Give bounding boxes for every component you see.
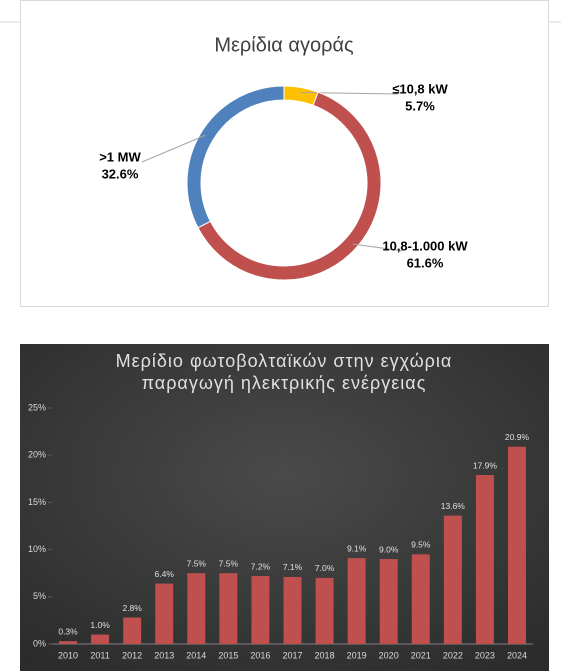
chart-title: παραγωγή ηλεκτρικής ενέργειας xyxy=(142,373,427,393)
data-label: 9.1% xyxy=(347,543,367,553)
x-tick-label: 2019 xyxy=(347,650,367,660)
bar xyxy=(443,515,462,644)
data-label: 32.6% xyxy=(102,166,139,181)
y-tick-label: 5% xyxy=(33,591,46,601)
donut-chart: Μερίδια αγοράς ≤10,8 kW 5.7% 10,8-1.000 kW… xyxy=(0,0,561,307)
x-tick-label: 2014 xyxy=(186,650,206,660)
x-tick-label: 2021 xyxy=(411,650,431,660)
chart-title: Μερίδιο φωτοβολταϊκών στην εγχώρια xyxy=(116,351,453,371)
data-label: 5.7% xyxy=(405,98,435,113)
bar xyxy=(219,573,238,644)
data-label: 7.2% xyxy=(251,561,271,571)
x-tick-label: 2017 xyxy=(282,650,302,660)
legend-label: 10,8-1.000 kW xyxy=(382,238,468,253)
bar xyxy=(59,641,78,644)
bar xyxy=(123,617,142,644)
data-label: 7.5% xyxy=(187,558,207,568)
data-label: 61.6% xyxy=(407,255,444,270)
bar xyxy=(507,446,526,644)
bar xyxy=(91,634,110,644)
data-label: 0.3% xyxy=(58,626,78,636)
y-tick-label: 10% xyxy=(28,544,46,554)
bar xyxy=(155,583,174,644)
donut-segment xyxy=(186,85,285,229)
data-label: 6.4% xyxy=(155,569,175,579)
bar xyxy=(475,475,494,644)
x-tick-label: 2010 xyxy=(58,650,78,660)
x-tick-label: 2016 xyxy=(250,650,270,660)
legend-label: ≤10,8 kW xyxy=(392,81,448,96)
leader-line xyxy=(352,243,404,252)
data-label: 2.8% xyxy=(122,603,142,613)
legend-label: >1 MW xyxy=(99,149,141,164)
data-label: 20.9% xyxy=(505,432,530,442)
x-tick-label: 2012 xyxy=(122,650,142,660)
bar xyxy=(315,577,334,644)
y-tick-label: 0% xyxy=(33,638,46,648)
leader-line xyxy=(300,91,399,95)
data-label: 7.0% xyxy=(315,563,335,573)
bar xyxy=(411,554,430,644)
data-label: 7.1% xyxy=(283,562,303,572)
x-tick-label: 2015 xyxy=(218,650,238,660)
x-tick-label: 2013 xyxy=(154,650,174,660)
x-tick-label: 2024 xyxy=(507,650,527,660)
bar xyxy=(187,573,206,644)
y-tick-label: 20% xyxy=(28,450,46,460)
x-tick-label: 2011 xyxy=(90,650,109,660)
x-tick-label: 2018 xyxy=(315,650,335,660)
bar-chart: Μερίδιο φωτοβολταϊκών στην εγχώρια παραγ… xyxy=(20,344,549,671)
bar xyxy=(251,576,270,644)
data-label: 7.5% xyxy=(219,558,239,568)
chart-frame xyxy=(20,0,549,307)
bar xyxy=(347,558,366,644)
x-tick-label: 2022 xyxy=(443,650,463,660)
data-label: 9.5% xyxy=(411,540,431,550)
data-label: 9.0% xyxy=(379,544,399,554)
data-label: 17.9% xyxy=(473,460,498,470)
y-tick-label: 15% xyxy=(28,497,46,507)
x-tick-label: 2020 xyxy=(379,650,399,660)
bar xyxy=(379,559,398,644)
chart-title: Μερίδια αγοράς xyxy=(214,34,354,56)
y-tick-label: 25% xyxy=(28,402,46,412)
leader-line xyxy=(141,134,206,163)
data-label: 13.6% xyxy=(441,501,466,511)
data-label: 1.0% xyxy=(90,620,110,630)
x-tick-label: 2023 xyxy=(475,650,495,660)
bar xyxy=(283,576,302,644)
